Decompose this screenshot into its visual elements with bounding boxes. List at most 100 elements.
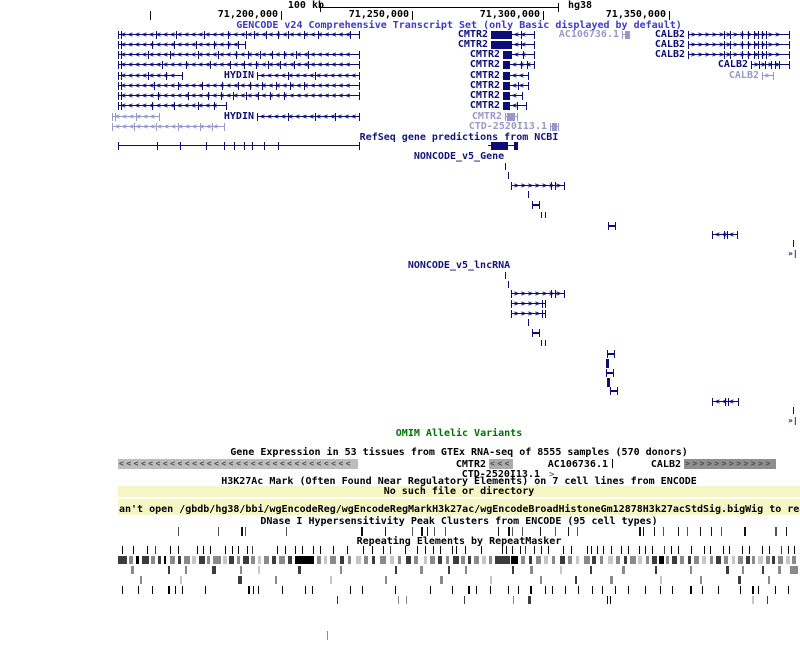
gene-label[interactable]: CMTR2 — [469, 70, 500, 81]
gene-label[interactable]: CMTR2 — [469, 59, 500, 70]
gene-item[interactable] — [505, 113, 518, 121]
track-title-noncode-gene[interactable]: NONCODE_v5_Gene — [413, 151, 505, 162]
gene-item-tick — [789, 41, 790, 49]
gene-item-arrow-end[interactable]: »| — [788, 416, 798, 425]
gene-item[interactable]: <<<<<<<<<<<<<<<<<<<<<<<<<<<<<<<<< — [118, 81, 360, 90]
repeat-bar — [465, 546, 466, 554]
gene-item-small[interactable] — [608, 222, 616, 230]
gene-label[interactable]: CALB2 — [654, 49, 685, 60]
gene-item-thick-bar[interactable] — [606, 359, 609, 368]
gene-item-tick-feature[interactable] — [793, 240, 794, 247]
gene-item[interactable]: <<<<<<<<<<<<<< — [257, 112, 360, 121]
gene-label[interactable]: CALB2 — [654, 29, 685, 40]
track-title-omim[interactable]: OMIM Allelic Variants — [395, 428, 523, 439]
gene-item-small[interactable] — [532, 329, 540, 337]
gene-item[interactable]: <<< — [712, 230, 738, 239]
track-title-refseq[interactable]: RefSeq gene predictions from NCBI — [359, 132, 559, 143]
gene-label[interactable]: CMTR2 — [457, 39, 488, 50]
gene-item[interactable]: << — [503, 81, 529, 90]
gene-item[interactable]: >>>>>>>>>>>>> — [688, 40, 790, 49]
gene-item[interactable]: <<<<<<<<<<<<<<< — [112, 122, 225, 131]
gene-item-tick — [773, 72, 774, 80]
gene-item-tick-feature[interactable] — [508, 172, 509, 179]
gene-item-tick-feature[interactable] — [505, 163, 506, 170]
gene-item-small[interactable] — [532, 201, 540, 209]
gene-item[interactable]: < — [503, 101, 527, 110]
repeat-bar — [671, 546, 672, 554]
gene-item[interactable]: << — [503, 71, 529, 80]
track-title-gtex[interactable]: Gene Expression in 53 tissues from GTEx … — [230, 447, 688, 458]
gene-label[interactable]: CTD-2520I13.1 — [468, 121, 547, 132]
repeat-bar — [313, 546, 314, 554]
gene-item[interactable]: <<<<<<<<<<<<<<<<<<<<<<<<<<<<<<<<< — [118, 30, 360, 39]
gene-item-tick-feature[interactable] — [793, 407, 794, 414]
gene-item[interactable]: <<<<<<<<<<<<<< — [257, 71, 360, 80]
gene-label[interactable]: AC106736.1 — [558, 29, 619, 40]
gene-label[interactable]: HYDIN — [223, 111, 254, 122]
gene-item-tick-feature[interactable] — [508, 281, 509, 288]
gene-label[interactable]: HYDIN — [223, 70, 254, 81]
track-title-dnase[interactable]: DNase I Hypersensitivity Peak Clusters f… — [260, 516, 658, 527]
gene-item-small[interactable] — [606, 369, 614, 377]
gtex-gene-label[interactable]: CMTR2 — [455, 459, 486, 470]
gtex-gene-box[interactable]: <<< — [489, 459, 513, 469]
gene-label[interactable]: CMTR2 — [469, 90, 500, 101]
gene-item-tick-feature[interactable] — [505, 272, 506, 279]
gene-item[interactable]: <<<<<<<<<<<<<<<<<<<<<<<<<<<<<<<<< — [118, 60, 360, 69]
gene-item[interactable]: >>>>>>> — [511, 181, 565, 190]
gene-item-thick-bar[interactable] — [607, 378, 610, 387]
dnase-peak-bar — [498, 527, 499, 536]
track-title-h3k27ac[interactable]: H3K27Ac Mark (Often Found Near Regulator… — [221, 476, 697, 487]
gene-item[interactable]: <<<<<<<<<<<<<<<<<<<<<<<<<<<<<<<<< — [118, 91, 360, 100]
gene-item[interactable] — [488, 142, 518, 150]
gene-item[interactable] — [622, 31, 630, 39]
gtex-gene-box[interactable]: >>>>>>>>>>>> — [684, 459, 776, 469]
gene-item-double-tick[interactable] — [541, 340, 546, 346]
gene-label[interactable]: CMTR2 — [469, 100, 500, 111]
gene-item[interactable]: >>>> — [511, 309, 546, 318]
gtex-gene-box[interactable]: <<<<<<<<<<<<<<<<<<<<<<<<<<<<<<<< — [118, 459, 358, 469]
gene-item[interactable]: <<<<<<<<<<<<<< — [118, 101, 227, 110]
repeat-bar — [333, 546, 334, 554]
gtex-gene-label[interactable]: CTD-2520I13.1 — [461, 469, 540, 480]
gene-item[interactable]: >>>> — [751, 60, 790, 69]
gene-item[interactable]: > — [762, 71, 774, 80]
gene-item[interactable]: >>>>>>>>>>>>> — [688, 50, 790, 59]
gene-label[interactable]: CMTR2 — [469, 80, 500, 91]
gene-item[interactable]: >>>>>>> — [511, 289, 565, 298]
gene-item[interactable]: << — [503, 50, 535, 59]
gtex-gene-label[interactable]: AC106736.1 — [547, 459, 608, 470]
gene-item-small[interactable] — [610, 387, 618, 395]
gene-item-tick-feature[interactable] — [528, 319, 529, 326]
gene-item[interactable]: <<<<<<<<<<<<<<<<<<<<<<<<<<<<<<<<< — [118, 50, 360, 59]
gene-item[interactable]: << — [491, 30, 535, 39]
gene-item[interactable]: >>>> — [511, 299, 546, 308]
track-title-noncode-lncrna[interactable]: NONCODE_v5_lncRNA — [407, 260, 511, 271]
gene-item[interactable]: <<< — [712, 397, 739, 406]
gene-label[interactable]: CMTR2 — [457, 29, 488, 40]
gene-item-arrow-end[interactable]: »| — [788, 249, 798, 258]
gene-item-tick-feature[interactable] — [528, 191, 529, 198]
repeat-bar — [340, 556, 344, 564]
gene-item[interactable]: < — [503, 91, 523, 100]
gene-item-small[interactable] — [607, 350, 615, 358]
gene-item-double-tick[interactable] — [541, 212, 546, 218]
gene-item[interactable] — [550, 123, 559, 131]
gene-label[interactable]: CMTR2 — [469, 49, 500, 60]
gene-item-tick — [118, 142, 119, 150]
gtex-gene-label[interactable]: CALB2 — [650, 459, 681, 470]
gene-item[interactable]: << — [491, 40, 535, 49]
gene-label[interactable]: CALB2 — [654, 39, 685, 50]
gene-item[interactable] — [118, 142, 360, 150]
track-title-repeatmasker[interactable]: Repeating Elements by RepeatMasker — [356, 536, 562, 547]
repeat-bar — [571, 546, 572, 554]
gene-label[interactable]: CALB2 — [728, 70, 759, 81]
gene-item[interactable]: >>>>>>>>>>>>> — [688, 30, 790, 39]
gene-label[interactable]: CMTR2 — [471, 111, 502, 122]
gene-item[interactable]: <<<<<< — [112, 112, 160, 121]
track-title-gencode[interactable]: GENCODE v24 Comprehensive Transcript Set… — [236, 20, 682, 31]
gene-item[interactable]: <<< — [503, 60, 535, 69]
gene-label[interactable]: CALB2 — [717, 59, 748, 70]
gene-item[interactable]: <<<<<<<< — [118, 71, 183, 80]
gene-item[interactable]: <<<<<<<<<<<<<<<<< — [118, 40, 246, 49]
